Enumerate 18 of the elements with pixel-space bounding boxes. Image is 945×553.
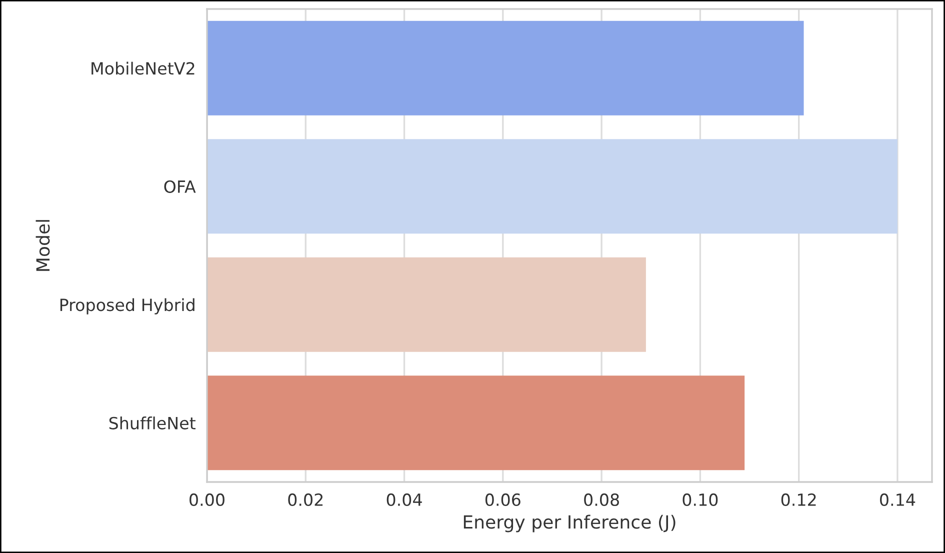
x-tick-label: 0.00 [190, 493, 224, 506]
x-tick-label: 0.02 [288, 493, 323, 506]
bar [207, 376, 745, 470]
y-tick-label: Proposed Hybrid [60, 298, 194, 314]
x-tick-label: 0.12 [781, 493, 816, 506]
x-tick-label: 0.10 [682, 493, 718, 506]
bar [207, 20, 804, 116]
x-tick-label: 0.14 [880, 493, 916, 506]
x-tick-label: 0.06 [485, 493, 520, 506]
y-tick-label: ShuffleNet [109, 416, 196, 430]
bar [207, 139, 898, 234]
y-tick-label: OFA [164, 180, 196, 193]
x-tick-label: 0.04 [386, 493, 422, 506]
y-axis-title: Model [36, 220, 50, 271]
y-tick-label: MobileNetV2 [92, 62, 194, 75]
x-tick-label: 0.08 [584, 493, 619, 506]
x-axis-title: Energy per Inference (J) [464, 514, 676, 532]
bar [207, 257, 646, 352]
